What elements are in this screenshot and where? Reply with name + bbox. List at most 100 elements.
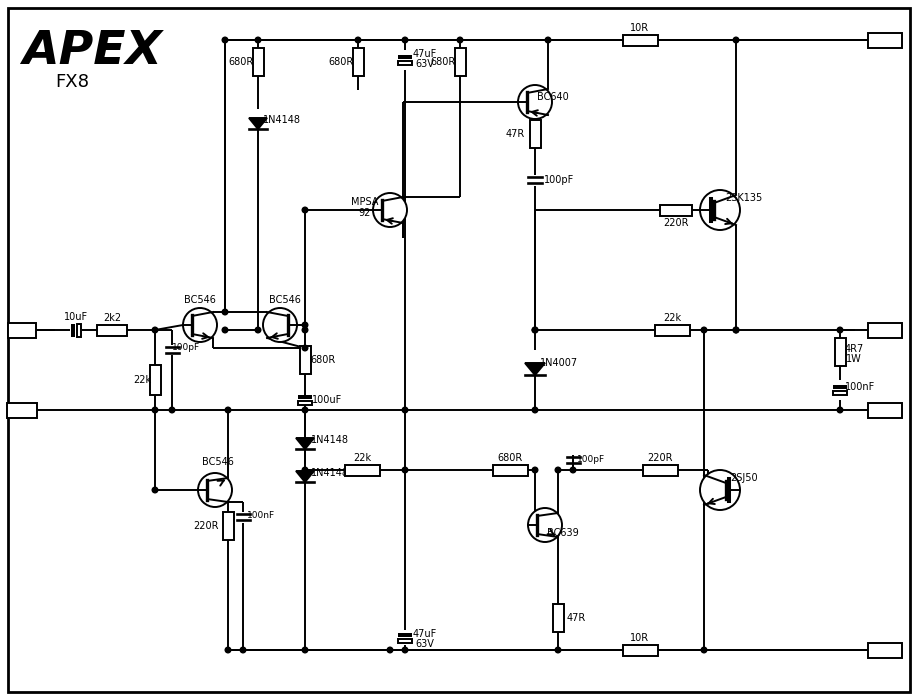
Bar — [622, 645, 657, 655]
Text: 22k: 22k — [353, 453, 371, 463]
Circle shape — [402, 648, 408, 653]
Text: OUT: OUT — [875, 325, 895, 335]
Bar — [833, 391, 847, 395]
Text: 100pF: 100pF — [172, 344, 200, 353]
Text: 100uF: 100uF — [312, 395, 342, 405]
Text: 100pF: 100pF — [577, 456, 605, 465]
Text: 680R: 680R — [498, 453, 522, 463]
Text: 680R: 680R — [329, 57, 353, 67]
Circle shape — [225, 648, 230, 653]
Bar — [398, 55, 412, 59]
Text: 1N4148: 1N4148 — [263, 115, 301, 125]
Bar — [492, 465, 528, 475]
Text: 220R: 220R — [647, 453, 673, 463]
Bar — [660, 204, 692, 216]
Text: 10uF: 10uF — [64, 312, 88, 322]
Bar — [299, 346, 310, 374]
Text: 1W: 1W — [846, 354, 862, 364]
Circle shape — [222, 309, 228, 315]
Text: 1N4007: 1N4007 — [540, 358, 578, 368]
Circle shape — [837, 327, 843, 332]
Circle shape — [402, 407, 408, 413]
Bar — [150, 365, 161, 395]
Text: 47R: 47R — [566, 613, 586, 623]
Bar — [530, 120, 541, 148]
Circle shape — [733, 327, 739, 332]
Circle shape — [733, 327, 739, 332]
Circle shape — [302, 407, 308, 413]
Bar — [7, 402, 37, 417]
Circle shape — [302, 327, 308, 332]
Circle shape — [402, 467, 408, 473]
Bar — [77, 323, 81, 337]
Circle shape — [402, 37, 408, 43]
Circle shape — [545, 37, 551, 43]
Text: 1N4148: 1N4148 — [311, 435, 349, 445]
Bar — [398, 639, 412, 643]
Text: 220R: 220R — [194, 521, 218, 531]
Text: 680R: 680R — [229, 57, 253, 67]
Text: BC639: BC639 — [547, 528, 579, 538]
Text: 220R: 220R — [663, 218, 688, 228]
Bar — [252, 48, 263, 76]
Bar — [222, 512, 233, 540]
Text: BC546: BC546 — [202, 457, 234, 467]
Text: 47uF: 47uF — [413, 49, 437, 59]
Text: 2SJ50: 2SJ50 — [730, 473, 758, 483]
Text: 2k2: 2k2 — [103, 313, 121, 323]
Polygon shape — [296, 438, 314, 449]
Text: BC546: BC546 — [185, 295, 216, 305]
Polygon shape — [249, 118, 267, 129]
Text: 10R: 10R — [631, 633, 650, 643]
Text: 4R7: 4R7 — [845, 344, 864, 354]
Circle shape — [255, 37, 261, 43]
Circle shape — [302, 207, 308, 213]
Text: 100nF: 100nF — [247, 510, 275, 519]
Text: APEX: APEX — [22, 29, 162, 74]
Bar — [454, 48, 465, 76]
Text: 47uF: 47uF — [413, 629, 437, 639]
Bar — [398, 61, 412, 65]
Bar — [353, 48, 364, 76]
Bar — [833, 385, 847, 389]
Text: BC546: BC546 — [269, 295, 301, 305]
Circle shape — [700, 470, 740, 510]
Circle shape — [198, 473, 232, 507]
Text: GND: GND — [10, 405, 34, 415]
Bar — [655, 325, 689, 335]
Circle shape — [532, 467, 538, 473]
Text: 2SK135: 2SK135 — [725, 193, 763, 203]
Circle shape — [528, 508, 562, 542]
Circle shape — [570, 467, 576, 473]
Text: 10R: 10R — [631, 23, 650, 33]
Bar — [398, 633, 412, 637]
Circle shape — [532, 407, 538, 413]
Circle shape — [302, 648, 308, 653]
Bar — [8, 323, 36, 337]
Bar — [643, 465, 677, 475]
Text: 63V: 63V — [416, 59, 434, 69]
Polygon shape — [296, 471, 314, 482]
Circle shape — [387, 648, 393, 653]
Bar — [622, 34, 657, 46]
Circle shape — [241, 648, 246, 653]
Circle shape — [222, 37, 228, 43]
Circle shape — [837, 407, 843, 413]
Circle shape — [263, 308, 297, 342]
Circle shape — [152, 487, 158, 493]
Text: 47R: 47R — [506, 129, 524, 139]
Text: 22k: 22k — [663, 313, 681, 323]
Bar — [868, 32, 902, 48]
Circle shape — [701, 327, 707, 332]
Circle shape — [355, 37, 361, 43]
Circle shape — [532, 327, 538, 332]
Text: BC640: BC640 — [537, 92, 569, 102]
Bar — [868, 402, 902, 417]
Circle shape — [373, 193, 407, 227]
Circle shape — [183, 308, 217, 342]
Circle shape — [457, 37, 463, 43]
Bar — [97, 325, 127, 335]
Text: 100nF: 100nF — [845, 382, 875, 392]
Text: MPSA: MPSA — [352, 197, 379, 207]
Circle shape — [518, 85, 552, 119]
